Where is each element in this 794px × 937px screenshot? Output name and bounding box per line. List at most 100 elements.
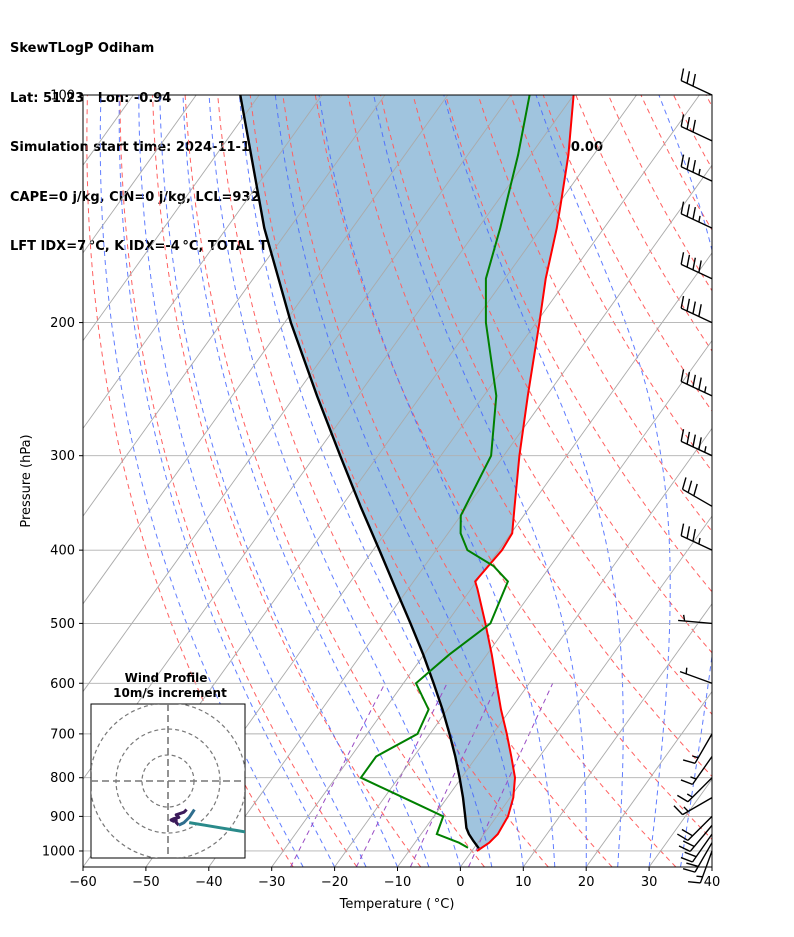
y-tick-label: 400: [50, 544, 75, 559]
x-tick-label: 0: [456, 875, 464, 890]
wind-barb: [681, 477, 713, 507]
wind-barb-flag: [680, 779, 693, 786]
y-axis-label: Pressure (hPa): [19, 434, 34, 527]
hodograph-inset: Wind Profile 10m/s increment: [90, 671, 246, 859]
x-axis-ticks: −60 −50 −40 −30 −20 −10 0 10 20 30 40: [69, 867, 720, 890]
dry-adiabat: [152, 95, 422, 867]
temperature-line: [474, 95, 575, 852]
dry-adiabat: [771, 95, 794, 867]
wind-barb-flag: [680, 68, 685, 81]
wind-barb: [678, 824, 713, 853]
wind-barb: [680, 154, 713, 182]
x-tick-label: 30: [641, 875, 658, 890]
wind-barb: [679, 667, 713, 684]
wind-barb: [680, 369, 713, 397]
wind-barb: [676, 777, 713, 803]
moist-adiabat: [658, 95, 712, 867]
wind-barb-flag: [686, 431, 691, 445]
wind-barb-shaft: [687, 777, 713, 803]
wind-barb: [680, 756, 713, 786]
wind-barb-flag: [680, 429, 685, 442]
dry-adiabat: [217, 95, 549, 867]
wind-barb-shaft: [680, 440, 713, 457]
wind-barb-shaft: [679, 670, 713, 684]
wind-barb-flag: [680, 856, 693, 863]
wind-barb-flag: [692, 528, 697, 542]
wind-barb-half-flag: [683, 806, 689, 812]
hodograph-trace: [188, 821, 245, 834]
wind-barb-shaft: [680, 535, 713, 551]
mixing-ratio-lines: [290, 683, 554, 867]
hodograph-rings: [91, 704, 245, 858]
wind-barb-shaft: [680, 263, 713, 280]
wind-barb: [680, 114, 713, 142]
station-location: Lat: 51.23 Lon: -0.94: [10, 90, 172, 106]
wind-barb-half-flag: [685, 667, 688, 674]
isotherm-line: [83, 95, 512, 693]
wind-barb-flag: [686, 254, 691, 268]
isotherm-line: [208, 164, 712, 867]
wind-barb-half-flag: [682, 614, 686, 622]
dry-adiabat: [739, 95, 794, 867]
wind-barb-flag: [680, 114, 685, 127]
wind-barb: [680, 252, 713, 280]
wind-barb-flag: [698, 304, 702, 317]
wind-barb-shaft: [680, 166, 713, 182]
wind-barb-flag: [692, 257, 697, 270]
wind-barb: [680, 833, 713, 863]
wind-barb-half-flag: [696, 875, 703, 878]
x-tick-label: −40: [195, 875, 222, 890]
y-axis-ticks: 1000 900 800 700 600 500 400 300 200 100: [42, 89, 83, 859]
hodograph-traces: [169, 808, 245, 834]
isotherm-line: [460, 515, 712, 867]
isotherm-line: [522, 603, 712, 867]
y-tick-label: 700: [50, 727, 75, 742]
wind-barb-flag: [692, 119, 697, 133]
y-tick-label: 100: [50, 89, 75, 104]
wind-barb-flag: [686, 204, 691, 217]
moist-adiabat: [99, 95, 304, 867]
wind-barb-flag: [698, 377, 702, 390]
wind-barb-shaft: [680, 125, 713, 142]
y-tick-label: 900: [50, 810, 75, 825]
x-tick-label: −60: [69, 875, 96, 890]
moist-adiabat: [711, 864, 712, 867]
isotherm-line: [585, 690, 712, 867]
wind-barb-shaft: [689, 824, 713, 852]
wind-barb: [673, 797, 713, 816]
moist-adiabat: [318, 95, 556, 867]
wind-barb-shaft: [682, 797, 713, 816]
isotherm-line: [775, 95, 794, 867]
moist-adiabat: [238, 95, 493, 867]
dry-adiabat: [184, 95, 485, 867]
wind-barb-shaft: [687, 815, 713, 841]
wind-barb-shaft: [682, 488, 713, 507]
wind-barb-flag: [682, 840, 695, 848]
dry-adiabat: [445, 95, 712, 593]
isotherm-line: [711, 866, 712, 867]
y-tick-label: 200: [50, 316, 75, 331]
wind-barb-half-flag: [692, 755, 699, 759]
x-axis-label: Temperature ( °C): [339, 897, 455, 912]
profiles: [239, 95, 575, 852]
moist-adiabat: [373, 95, 587, 867]
wind-barb-flag: [686, 71, 691, 84]
wind-barb: [682, 842, 713, 873]
wind-barb: [680, 68, 713, 96]
cin-shaded-area: [240, 95, 574, 851]
wind-barb: [680, 295, 713, 324]
moist-adiabats: [99, 95, 712, 867]
y-tick-label: 800: [50, 771, 75, 786]
wind-barb-flag: [681, 477, 687, 490]
wind-barb-shaft: [691, 756, 713, 785]
dry-adiabat: [510, 95, 712, 472]
dry-adiabat: [119, 95, 358, 867]
moist-adiabat: [535, 95, 671, 867]
wind-barb-shaft: [680, 380, 713, 397]
x-tick-label: −20: [321, 875, 348, 890]
dewpoint-line: [359, 95, 531, 849]
moist-adiabat: [118, 95, 336, 867]
x-tick-label: 10: [515, 875, 532, 890]
chart-title: SkewTLogP Odiham: [10, 41, 155, 56]
